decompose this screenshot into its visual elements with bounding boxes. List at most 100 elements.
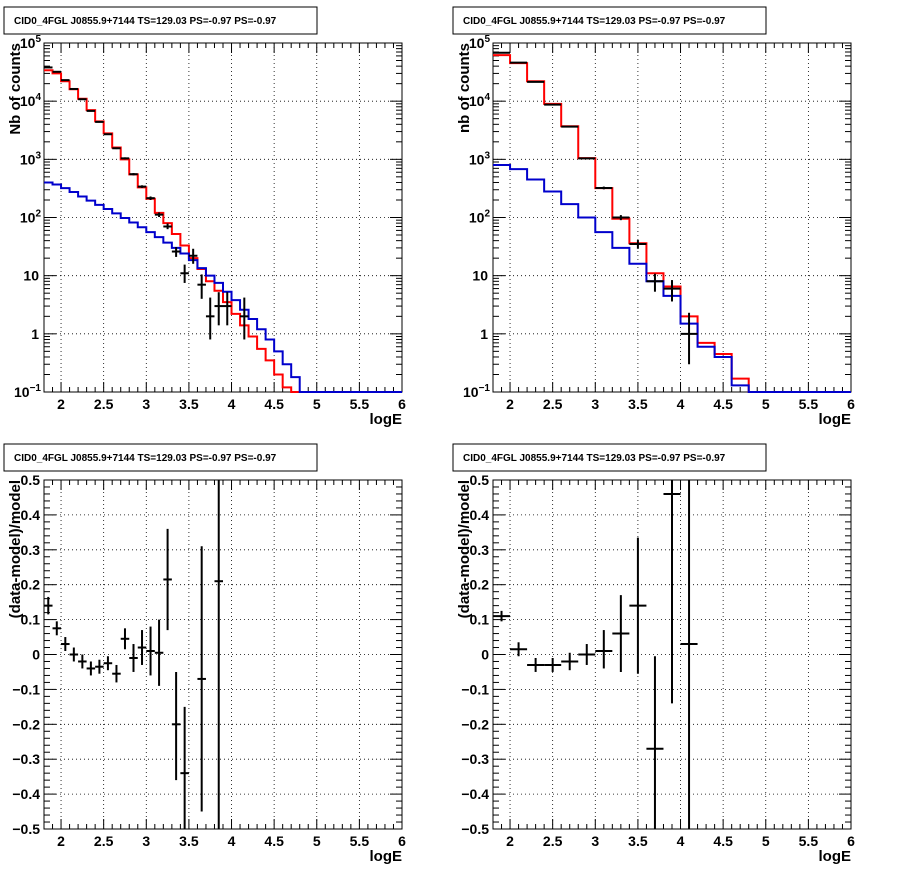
data-point: [544, 657, 562, 672]
data-point: [223, 292, 232, 326]
x-tick-label: 5.5: [350, 396, 370, 412]
data-point: [78, 98, 87, 101]
x-tick-label: 2.5: [94, 396, 114, 412]
y-tick-label: −0.1: [461, 681, 489, 697]
y-tick-label: 104: [469, 92, 491, 109]
x-tick-label: 4: [228, 833, 236, 849]
title-box: [452, 443, 767, 472]
x-tick-label: 3.5: [628, 396, 648, 412]
data-layer: [44, 480, 223, 829]
data-point: [612, 215, 630, 221]
y-axis-label: (data-model)/model: [7, 480, 24, 618]
y-tick-label: 0.3: [470, 542, 490, 558]
data-point: [69, 87, 79, 90]
panel-top-right: CID0_4FGL J0855.9+7144 TS=129.03 PS=-0.9…: [452, 6, 855, 428]
data-point: [214, 292, 223, 326]
data-point: [103, 656, 113, 671]
data-point: [578, 157, 596, 160]
x-tick-label: 6: [847, 833, 855, 849]
y-tick-label: 105: [20, 34, 42, 51]
y-axis-label: Nb of counts: [7, 43, 24, 135]
x-tick-label: 4: [677, 833, 685, 849]
y-tick-label: −0.3: [461, 751, 489, 767]
x-tick-label: 5: [762, 396, 770, 412]
y-tick-label: 103: [469, 150, 491, 167]
data-point: [527, 657, 545, 672]
chart-title: CID0_4FGL J0855.9+7144 TS=129.03 PS=-0.9…: [14, 453, 277, 464]
data-point: [52, 70, 62, 73]
x-tick-label: 2.5: [543, 833, 563, 849]
x-tick-label: 2.5: [94, 833, 114, 849]
data-point: [561, 125, 579, 128]
data-point: [163, 223, 172, 230]
panel-bottom-right: CID0_4FGL J0855.9+7144 TS=129.03 PS=-0.9…: [452, 443, 855, 865]
x-tick-label: 3: [591, 396, 599, 412]
data-point: [680, 312, 698, 365]
y-tick-label: 1: [31, 326, 39, 342]
x-tick-label: 3: [591, 833, 599, 849]
chart-title: CID0_4FGL J0855.9+7144 TS=129.03 PS=-0.9…: [463, 453, 726, 464]
x-axis-label: logE: [370, 848, 403, 865]
data-point: [86, 109, 96, 112]
data-point: [61, 79, 70, 82]
data-point: [95, 120, 104, 123]
data-layer: [493, 51, 851, 393]
y-tick-label: −0.4: [461, 786, 489, 802]
y-tick-label: 1: [480, 326, 488, 342]
data-point: [646, 656, 664, 829]
data-point: [214, 480, 223, 829]
data-point: [493, 610, 511, 622]
data-point: [146, 626, 155, 676]
y-tick-label: 0.2: [470, 577, 490, 593]
x-tick-label: 3.5: [179, 833, 199, 849]
x-tick-label: 3: [142, 396, 150, 412]
y-tick-label: 0.2: [21, 577, 41, 593]
data-point: [240, 297, 249, 340]
data-layer: [493, 480, 698, 829]
x-tick-label: 3.5: [179, 396, 199, 412]
data-point: [120, 157, 130, 160]
x-tick-label: 4.5: [264, 833, 284, 849]
y-tick-label: −0.5: [12, 821, 40, 837]
y-tick-label: −0.5: [461, 821, 489, 837]
x-tick-label: 2: [506, 396, 514, 412]
data-point: [180, 264, 189, 283]
y-tick-label: 0: [32, 647, 40, 663]
source-model-histogram: [493, 163, 851, 393]
y-tick-label: 105: [469, 34, 491, 51]
data-point: [163, 528, 172, 631]
x-tick-label: 4.5: [264, 396, 284, 412]
y-tick-label: 102: [469, 209, 491, 226]
data-point: [112, 664, 121, 683]
data-point: [61, 637, 70, 652]
x-tick-label: 5.5: [799, 396, 819, 412]
x-tick-label: 4.5: [713, 833, 733, 849]
data-point: [112, 147, 121, 150]
x-tick-label: 5: [762, 833, 770, 849]
y-tick-label: 103: [20, 150, 42, 167]
data-point: [188, 248, 198, 264]
y-tick-label: 10−1: [463, 383, 490, 400]
data-point: [171, 671, 181, 781]
data-point: [78, 654, 87, 669]
x-tick-label: 5: [313, 833, 321, 849]
y-tick-label: 10−1: [14, 383, 41, 400]
data-point: [120, 628, 130, 650]
y-tick-label: −0.2: [12, 716, 40, 732]
data-point: [129, 173, 138, 176]
x-tick-label: 6: [398, 396, 406, 412]
data-point: [612, 595, 630, 672]
x-tick-label: 2: [506, 833, 514, 849]
x-tick-label: 4: [228, 396, 236, 412]
y-tick-label: 0.5: [470, 472, 490, 488]
panel-top-left: CID0_4FGL J0855.9+7144 TS=129.03 PS=-0.9…: [3, 6, 406, 428]
x-tick-label: 5.5: [350, 833, 370, 849]
data-point: [578, 644, 596, 665]
data-point: [595, 630, 613, 669]
x-tick-label: 2.5: [543, 396, 563, 412]
data-point: [44, 66, 53, 69]
data-point: [197, 274, 206, 299]
data-point: [137, 630, 147, 665]
chart-title: CID0_4FGL J0855.9+7144 TS=129.03 PS=-0.9…: [463, 16, 726, 27]
